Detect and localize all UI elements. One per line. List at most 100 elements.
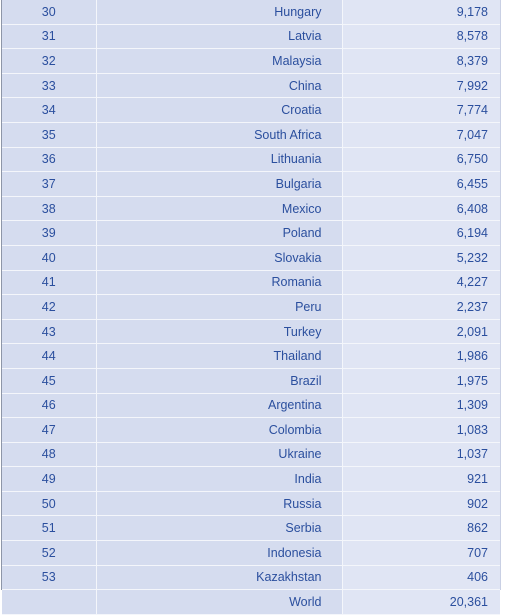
rank-cell: 45 — [2, 368, 97, 394]
value-cell: 1,083 — [342, 417, 500, 443]
value-cell: 6,750 — [342, 147, 500, 173]
value-cell: 1,975 — [342, 368, 500, 394]
value-cell: 1,986 — [342, 343, 500, 369]
rank-cell: 42 — [2, 294, 97, 320]
value-cell: 6,455 — [342, 171, 500, 197]
table-row: 51 Serbia 862 — [2, 515, 500, 542]
table-row: 34 Croatia 7,774 — [2, 97, 500, 123]
rank-cell: 36 — [2, 147, 97, 173]
table-row: 33 China 7,992 — [2, 73, 500, 99]
country-cell: Russia — [96, 491, 343, 517]
table-row: 39 Poland 6,194 — [2, 220, 500, 246]
value-cell: 7,774 — [342, 97, 500, 123]
rank-cell: 32 — [2, 48, 97, 74]
country-cell: Turkey — [96, 319, 343, 345]
value-cell: 8,379 — [342, 48, 500, 74]
country-cell: Lithuania — [96, 147, 343, 173]
rank-cell: 44 — [2, 343, 97, 369]
country-cell: India — [96, 466, 343, 492]
rank-cell: 51 — [2, 515, 97, 542]
table-row: 31 Latvia 8,578 — [2, 24, 500, 50]
total-label-cell: World — [96, 589, 343, 615]
rank-cell: 30 — [2, 0, 97, 25]
table-row: 50 Russia 902 — [2, 491, 500, 517]
country-cell: Bulgaria — [96, 171, 343, 197]
value-cell: 707 — [342, 540, 500, 566]
country-cell: Croatia — [96, 97, 343, 123]
value-cell: 6,194 — [342, 220, 500, 246]
value-cell: 902 — [342, 491, 500, 517]
value-cell: 1,037 — [342, 442, 500, 468]
table-row: 37 Bulgaria 6,455 — [2, 171, 500, 197]
country-cell: Latvia — [96, 24, 343, 50]
table-row: 49 India 921 — [2, 466, 500, 492]
country-cell: Poland — [96, 220, 343, 246]
value-cell: 7,992 — [342, 73, 500, 99]
country-cell: China — [96, 73, 343, 99]
rank-cell: 35 — [2, 122, 97, 148]
rank-cell: 38 — [2, 196, 97, 222]
country-cell: Malaysia — [96, 48, 343, 74]
rank-cell: 52 — [2, 540, 97, 566]
value-cell: 9,178 — [342, 0, 500, 25]
value-cell: 7,047 — [342, 122, 500, 148]
table-row: 35 South Africa 7,047 — [2, 122, 500, 148]
rank-cell: 41 — [2, 270, 97, 296]
rank-cell: 47 — [2, 417, 97, 443]
value-cell: 8,578 — [342, 24, 500, 50]
country-cell: Colombia — [96, 417, 343, 443]
total-value-cell: 20,361 — [342, 589, 500, 615]
rank-cell: 43 — [2, 319, 97, 345]
value-cell: 406 — [342, 565, 500, 591]
table-row: 36 Lithuania 6,750 — [2, 147, 500, 173]
table-row: 43 Turkey 2,091 — [2, 319, 500, 345]
country-cell: Peru — [96, 294, 343, 320]
table-row: 53 Kazakhstan 406 — [2, 565, 500, 591]
country-cell: Serbia — [96, 515, 343, 542]
value-cell: 4,227 — [342, 270, 500, 296]
rank-cell: 34 — [2, 97, 97, 123]
country-cell: Argentina — [96, 393, 343, 419]
country-cell: Ukraine — [96, 442, 343, 468]
rank-cell: 40 — [2, 245, 97, 271]
table-row: 38 Mexico 6,408 — [2, 196, 500, 222]
rank-cell: 53 — [2, 565, 97, 591]
table-row: 52 Indonesia 707 — [2, 540, 500, 566]
rank-cell: 37 — [2, 171, 97, 197]
value-cell: 2,091 — [342, 319, 500, 345]
table-row: 47 Colombia 1,083 — [2, 417, 500, 443]
table-row: 40 Slovakia 5,232 — [2, 245, 500, 271]
country-cell: South Africa — [96, 122, 343, 148]
table-row: 44 Thailand 1,986 — [2, 343, 500, 369]
country-cell: Romania — [96, 270, 343, 296]
value-cell: 921 — [342, 466, 500, 492]
table-row: 45 Brazil 1,975 — [2, 368, 500, 394]
value-cell: 6,408 — [342, 196, 500, 222]
value-cell: 5,232 — [342, 245, 500, 271]
country-cell: Thailand — [96, 343, 343, 369]
value-cell: 2,237 — [342, 294, 500, 320]
total-row: World 20,361 — [2, 589, 500, 615]
country-cell: Brazil — [96, 368, 343, 394]
country-cell: Hungary — [96, 0, 343, 25]
value-cell: 1,309 — [342, 393, 500, 419]
rank-cell: 46 — [2, 393, 97, 419]
rank-cell: 50 — [2, 491, 97, 517]
value-cell: 862 — [342, 515, 500, 542]
table-row: 32 Malaysia 8,379 — [2, 48, 500, 74]
rank-cell: 39 — [2, 220, 97, 246]
table-row: 30 Hungary 9,178 — [2, 0, 500, 25]
rank-cell: 48 — [2, 442, 97, 468]
table-row: 42 Peru 2,237 — [2, 294, 500, 320]
rank-cell: 33 — [2, 73, 97, 99]
country-cell: Indonesia — [96, 540, 343, 566]
table-row: 46 Argentina 1,309 — [2, 393, 500, 419]
total-rank-cell — [2, 589, 97, 615]
rank-cell: 49 — [2, 466, 97, 492]
table-row: 41 Romania 4,227 — [2, 270, 500, 296]
country-cell: Kazakhstan — [96, 565, 343, 591]
country-cell: Mexico — [96, 196, 343, 222]
